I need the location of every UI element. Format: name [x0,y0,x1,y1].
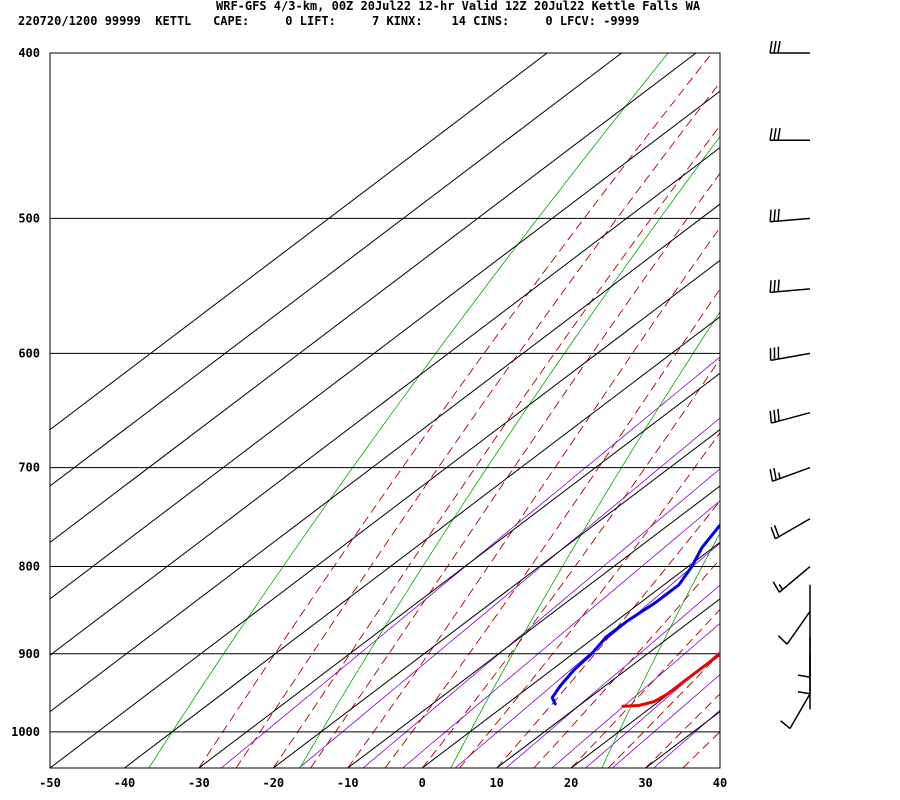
dry-adiabat-line [148,53,669,768]
moist-adiabat-line [272,124,720,768]
wind-barbs [769,40,811,730]
isotherm-line [570,654,720,768]
isotherm-line [421,541,720,768]
mixing-ratio-line [298,417,720,768]
wind-barb [769,40,810,54]
temperature-profile [621,651,720,708]
x-tick-label: 0 [419,776,426,790]
moist-adiabat-line [459,431,720,768]
moist-adiabat-line [347,226,720,768]
wind-barb [772,565,811,593]
y-tick-label: 1000 [11,725,40,739]
wind-barb [769,466,811,482]
moist-adiabat-line [570,608,720,768]
chart-title: WRF-GFS 4/3-km, 00Z 20Jul22 12-hr Valid … [216,0,701,13]
wind-barb [770,518,811,540]
x-tick-label: 10 [489,776,503,790]
x-tick-label: -30 [188,776,210,790]
x-tick-label: -40 [114,776,136,790]
moist-adiabat-line [310,172,720,768]
y-tick-label: 600 [18,346,40,360]
x-tick-label: 30 [638,776,652,790]
isotherm-line [50,53,697,544]
mixing-ratio-line [505,584,720,768]
moist-adiabat-line [645,693,720,768]
background-lines [50,53,900,768]
isotherm-line [50,90,720,600]
isotherm-line [347,485,720,768]
wind-barb [769,279,811,294]
wind-barb [777,611,811,645]
wind-barb [769,346,811,362]
x-tick-label: -20 [262,776,284,790]
mixing-ratio-line [362,468,720,768]
y-tick-label: 700 [18,461,40,475]
dewpoint-profile [550,522,720,706]
y-tick-label: 900 [18,647,40,661]
isotherm-line [272,428,720,768]
isotherm-line [50,53,548,431]
wind-barb [780,693,811,730]
wind-barb [769,208,811,223]
moist-adiabat-line [198,53,713,768]
isotherm-line [50,53,622,487]
dry-adiabat-line [601,532,720,768]
mixing-ratio-line [551,622,720,768]
mixing-ratio-line [402,500,720,768]
mixing-ratio-line [220,356,720,768]
x-tick-label: 40 [713,776,727,790]
moist-adiabat-line [421,358,720,768]
y-tick-label: 500 [18,211,40,225]
plot-frame [49,52,721,769]
isotherm-line [50,259,720,768]
x-tick-label: -50 [39,776,61,790]
wind-barb [797,637,811,678]
mixing-ratio-line [585,651,720,768]
profile-lines [550,522,720,708]
isotherm-line [496,598,720,768]
mixing-ratio-line [612,674,720,768]
dry-adiabat-line [299,135,720,768]
moist-adiabat-line [496,500,720,768]
moist-adiabat-line [682,731,720,768]
sounding-stats: 220720/1200 99999 KETTL CAPE: 0 LIFT: 7 … [18,14,640,28]
x-tick-label: 20 [564,776,578,790]
dry-adiabat-line [753,53,900,768]
mixing-ratio-line [454,542,720,768]
wind-barb [769,408,811,424]
isotherm-line [645,711,720,768]
x-tick-label: -10 [337,776,359,790]
dry-adiabat-line [450,311,720,768]
isotherm-line [124,316,720,768]
moist-adiabat-line [607,652,720,768]
y-tick-label: 800 [18,560,40,574]
isotherm-line [50,146,720,656]
moist-adiabat-line [235,81,720,768]
wind-barb [769,128,810,142]
mixing-ratio-line [653,709,720,768]
isotherm-line [50,203,720,713]
isotherm-line [198,372,720,768]
y-tick-label: 400 [18,46,40,60]
moist-adiabat-line [384,288,720,768]
wind-barb [797,653,811,695]
